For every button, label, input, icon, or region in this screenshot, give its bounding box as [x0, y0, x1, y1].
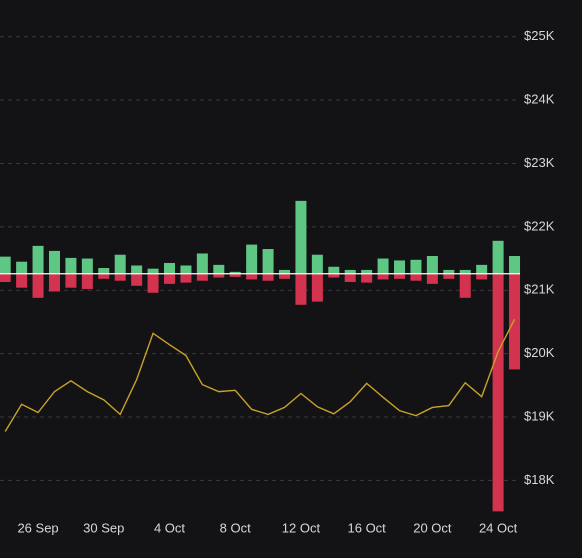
bar: [213, 264, 225, 274]
x-tick-label: 20 Oct: [413, 520, 452, 535]
bar: [164, 273, 175, 284]
x-tick-label: 30 Sep: [83, 520, 124, 535]
bar: [295, 200, 307, 274]
bar: [426, 273, 438, 284]
bar: [16, 261, 28, 274]
x-tick-label: 4 Oct: [154, 520, 185, 535]
x-tick-label: 8 Oct: [220, 520, 251, 535]
bar: [81, 258, 93, 274]
bar: [98, 268, 110, 274]
y-tick-label: $24K: [524, 92, 555, 107]
bar: [180, 273, 192, 283]
bar: [81, 273, 93, 289]
x-tick-label: 16 Oct: [348, 520, 387, 535]
bar: [344, 269, 356, 274]
bar: [0, 256, 11, 274]
bar: [147, 268, 159, 274]
bar: [0, 273, 11, 282]
bar: [196, 253, 208, 274]
bar: [377, 273, 389, 280]
bar: [377, 258, 389, 274]
bar: [229, 273, 241, 277]
bar: [476, 273, 488, 280]
bar: [147, 273, 159, 293]
bar: [459, 273, 471, 298]
bar: [164, 262, 175, 274]
bar: [328, 273, 340, 278]
bar: [114, 254, 126, 274]
bar: [361, 269, 373, 274]
bar: [262, 249, 274, 274]
bar: [213, 273, 225, 278]
x-tick-label: 12 Oct: [282, 520, 321, 535]
y-tick-label: $20K: [524, 345, 555, 360]
bar: [65, 273, 77, 288]
bar: [98, 273, 110, 279]
bar: [279, 269, 291, 274]
bar: [459, 269, 471, 274]
bar: [65, 257, 77, 274]
bar: [48, 273, 60, 292]
bar: [394, 273, 406, 279]
y-tick-label: $25K: [524, 28, 555, 43]
bar: [311, 254, 323, 274]
bar: [311, 273, 323, 302]
bar: [394, 260, 406, 274]
bar: [16, 273, 28, 288]
y-tick-label: $22K: [524, 218, 555, 233]
bar: [328, 266, 340, 274]
y-tick-label: $21K: [524, 282, 555, 297]
x-tick-label: 24 Oct: [479, 520, 518, 535]
bar: [196, 273, 208, 281]
bar: [246, 273, 258, 280]
x-tick-label: 26 Sep: [17, 520, 58, 535]
bar: [262, 273, 274, 281]
bar: [410, 259, 422, 274]
bar: [476, 264, 488, 274]
bar: [295, 273, 307, 305]
y-tick-label: $18K: [524, 472, 555, 487]
bar: [509, 273, 521, 370]
bar: [180, 265, 192, 274]
bar: [344, 273, 356, 282]
y-tick-label: $19K: [524, 408, 555, 423]
bar: [246, 244, 258, 274]
bar: [48, 250, 60, 274]
bar: [443, 273, 455, 279]
y-tick-label: $23K: [524, 155, 555, 170]
bar: [131, 265, 143, 274]
bar: [279, 273, 291, 279]
bar: [492, 273, 504, 512]
bar: [492, 240, 504, 274]
bar: [131, 273, 143, 286]
bar: [410, 273, 422, 281]
bar: [114, 273, 126, 281]
bar: [443, 269, 455, 274]
price-line: [4, 319, 516, 432]
bar: [32, 245, 44, 274]
bar: [32, 273, 44, 298]
bar: [229, 271, 241, 274]
bar: [361, 273, 373, 283]
bar: [509, 256, 521, 274]
bar: [426, 256, 438, 274]
